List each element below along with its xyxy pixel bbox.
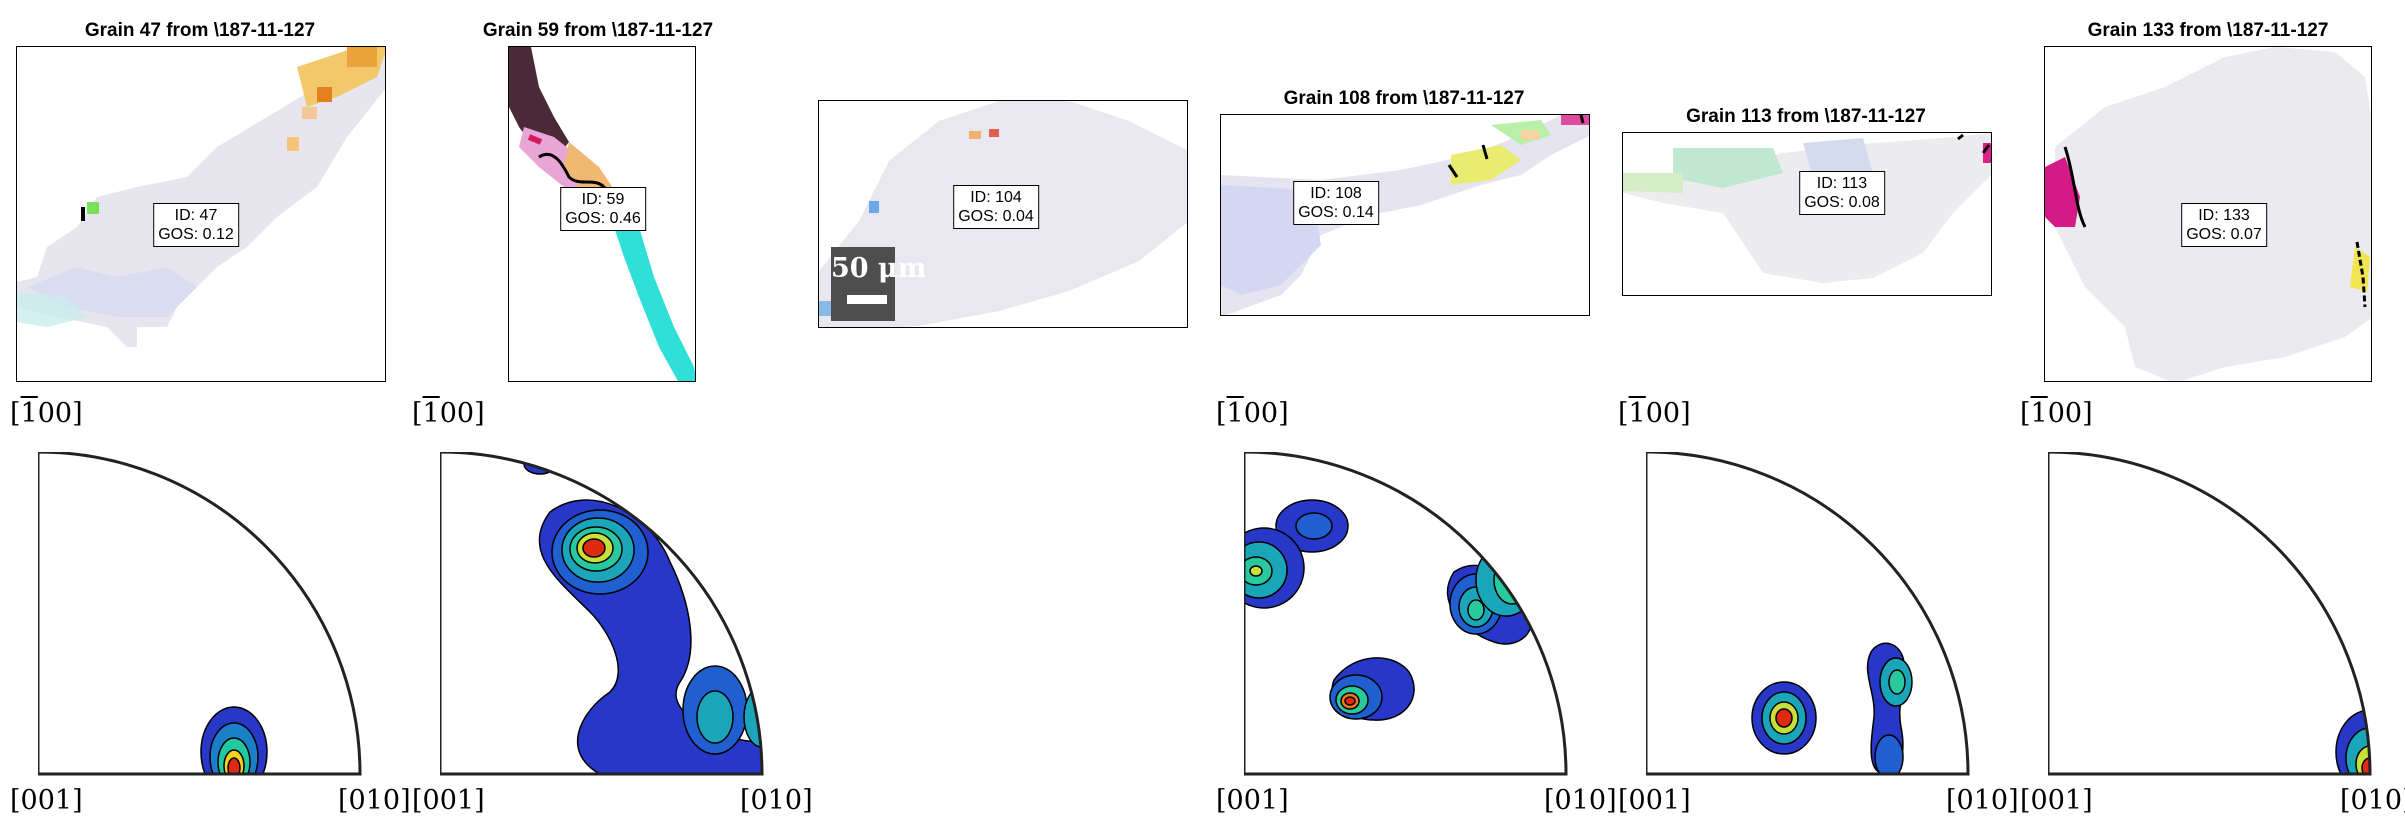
- grain-id-label: ID: 113 GOS: 0.08: [1799, 171, 1885, 215]
- density-contours: [1244, 499, 1537, 721]
- grain-map-graphic: [1221, 115, 1589, 315]
- axis-label-top: [100]: [1618, 398, 1691, 429]
- grain-gos-text: GOS: 0.07: [2186, 226, 2262, 243]
- fundamental-sector: [1646, 452, 1970, 776]
- grain-id-text: ID: 104: [970, 189, 1022, 206]
- axis-label-top: [100]: [10, 398, 83, 429]
- axis-label-top-text: 100: [422, 398, 475, 429]
- grain-map: ID: 104 GOS: 0.04 50 μm: [818, 100, 1188, 328]
- fundamental-sector: [1244, 452, 1568, 776]
- grain-gos-text: GOS: 0.12: [158, 226, 234, 243]
- grain-id-label: ID: 59 GOS: 0.46: [560, 187, 646, 231]
- axis-label-top: [100]: [2020, 398, 2093, 429]
- scale-bar-line: [847, 295, 887, 304]
- grain-map: ID: 47 GOS: 0.12: [16, 46, 386, 382]
- grain-map-graphic: [17, 47, 385, 347]
- grain-map: ID: 59 GOS: 0.46: [508, 46, 696, 382]
- fundamental-sector: [440, 452, 764, 776]
- axis-label-bottom-right: [010]: [2340, 785, 2405, 816]
- pole-figure: [1646, 452, 1970, 776]
- grain-map: ID: 133 GOS: 0.07: [2044, 46, 2372, 382]
- grain-gos-text: GOS: 0.14: [1298, 204, 1374, 221]
- pole-figure: [1244, 452, 1568, 776]
- grain-id-label: ID: 108 GOS: 0.14: [1293, 181, 1379, 225]
- panel-title: Grain 133 from \187-11-127: [2087, 20, 2329, 41]
- grain-id-text: ID: 108: [1310, 185, 1362, 202]
- pole-figure: [38, 452, 362, 776]
- grain-id-label: ID: 104 GOS: 0.04: [953, 185, 1039, 229]
- axis-label-bottom-right: [010]: [740, 785, 813, 816]
- grain-gos-text: GOS: 0.08: [1804, 194, 1880, 211]
- grain-map: ID: 108 GOS: 0.14: [1220, 114, 1590, 316]
- grain-id-label: ID: 47 GOS: 0.12: [153, 203, 239, 247]
- axis-label-bottom-left: [001]: [2020, 785, 2093, 816]
- density-contours: [523, 453, 762, 774]
- axis-label-bottom-right: [010]: [1946, 785, 2019, 816]
- pole-figure: [2048, 452, 2372, 776]
- axis-label-top-text: 100: [20, 398, 73, 429]
- grain-id-text: ID: 47: [174, 207, 218, 224]
- panel-title: Grain 108 from \187-11-127: [1283, 88, 1525, 109]
- density-contours: [2335, 709, 2370, 774]
- fundamental-sector: [2048, 452, 2372, 776]
- axis-label-bottom-left: [001]: [10, 785, 83, 816]
- axis-label-top-text: 100: [1226, 398, 1279, 429]
- grain-gos-text: GOS: 0.04: [958, 208, 1034, 225]
- density-contours: [1751, 642, 1913, 774]
- pole-figure: [440, 452, 764, 776]
- axis-label-bottom-right: [010]: [338, 785, 411, 816]
- axis-label-top-text: 100: [2030, 398, 2083, 429]
- axis-label-bottom-left: [001]: [1216, 785, 1289, 816]
- axis-label-top-text: 100: [1628, 398, 1681, 429]
- panel-title: Grain 59 from \187-11-127: [482, 20, 714, 41]
- scale-bar: 50 μm: [831, 247, 926, 321]
- axis-label-top: [100]: [412, 398, 485, 429]
- panel-title: Grain 113 from \187-11-127: [1686, 106, 1926, 127]
- grain-id-label: ID: 133 GOS: 0.07: [2181, 203, 2267, 247]
- grain-id-text: ID: 133: [2198, 207, 2250, 224]
- scale-bar-text: 50 μm: [831, 253, 927, 284]
- density-contours: [200, 706, 268, 774]
- grain-map: ID: 113 GOS: 0.08: [1622, 132, 1992, 296]
- grain-id-text: ID: 113: [1816, 175, 1868, 192]
- axis-label-bottom-left: [001]: [1618, 785, 1691, 816]
- panel-title: Grain 47 from \187-11-127: [84, 20, 316, 41]
- axis-label-bottom-left: [001]: [412, 785, 485, 816]
- fundamental-sector: [38, 452, 362, 776]
- grain-gos-text: GOS: 0.46: [565, 210, 641, 227]
- axis-label-top: [100]: [1216, 398, 1289, 429]
- grain-id-text: ID: 59: [581, 191, 625, 208]
- axis-label-bottom-right: [010]: [1544, 785, 1617, 816]
